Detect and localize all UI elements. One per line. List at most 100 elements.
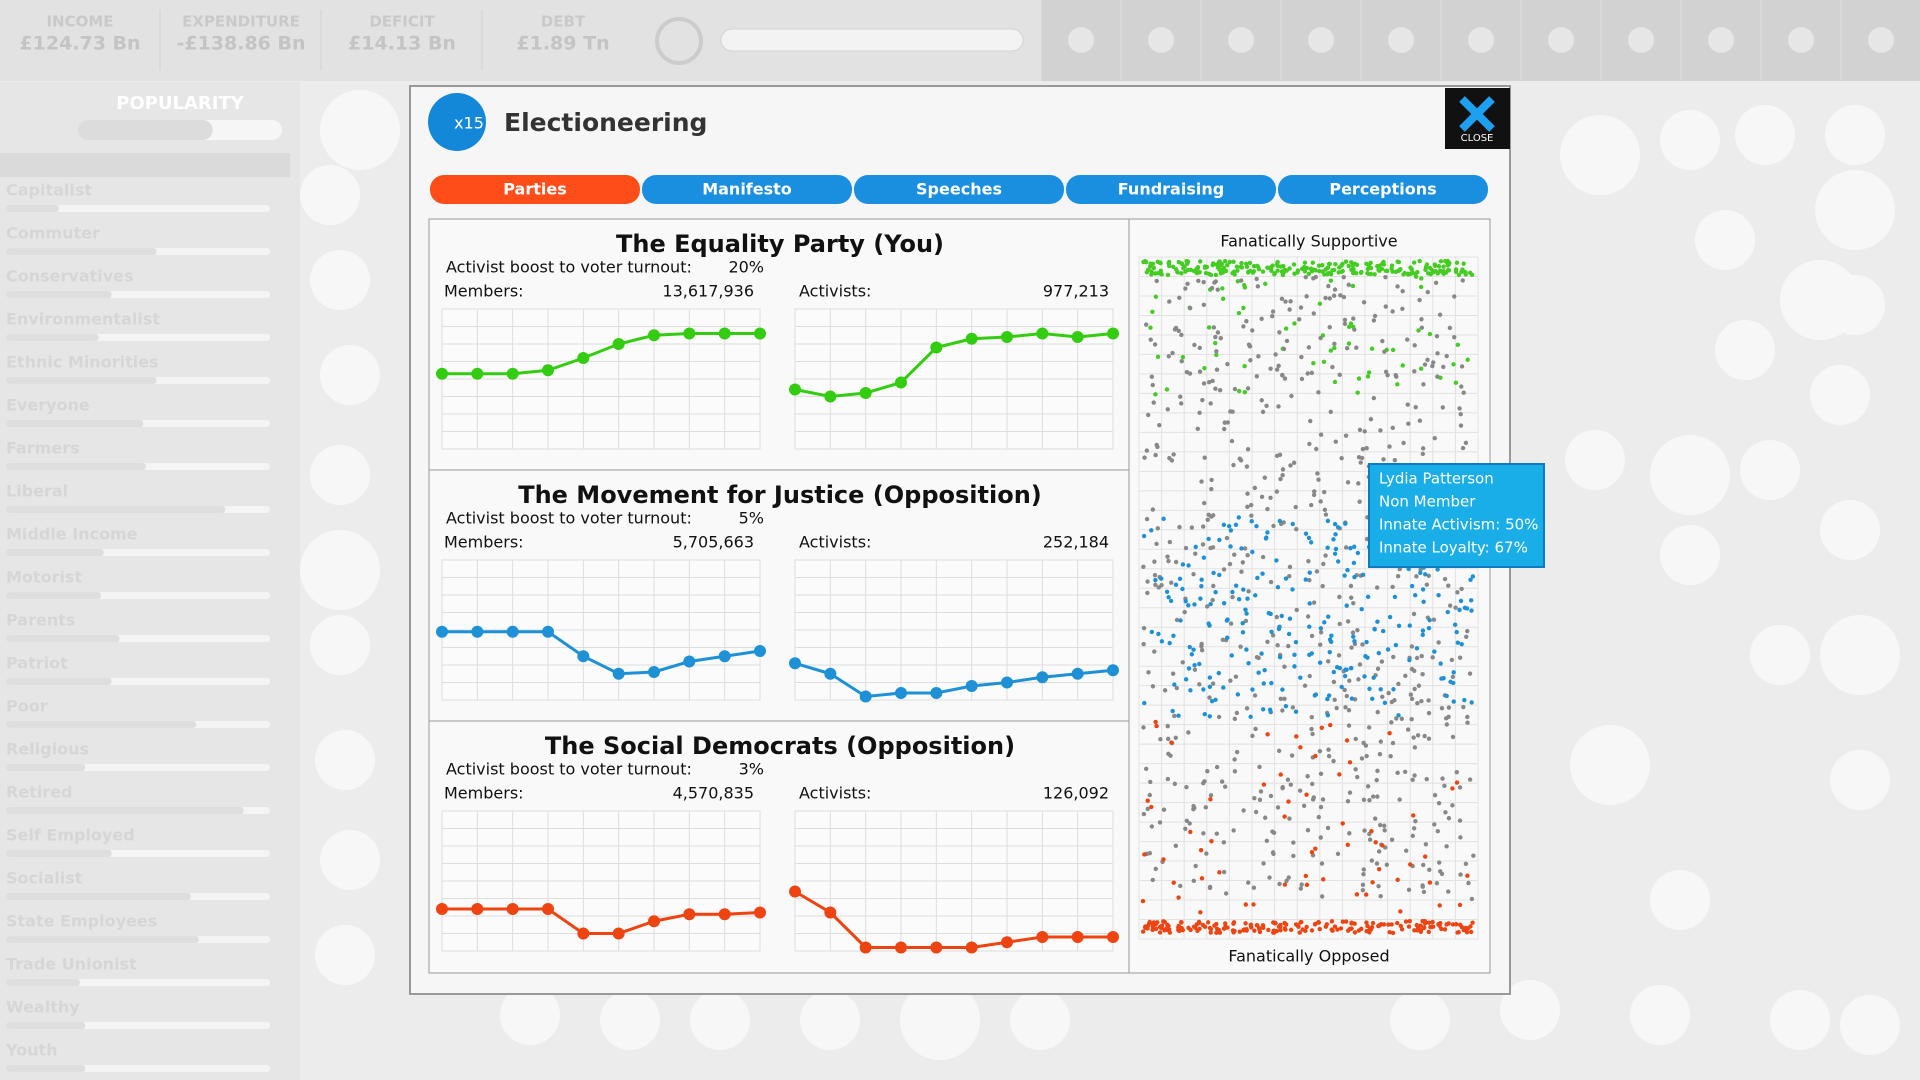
- background-icon[interactable]: [600, 990, 660, 1050]
- background-icon[interactable]: [320, 830, 380, 890]
- group-name[interactable]: Farmers: [6, 439, 80, 458]
- toolbar-icon[interactable]: [1868, 27, 1894, 53]
- background-icon[interactable]: [1650, 435, 1730, 515]
- voter-dot: [1346, 708, 1352, 713]
- background-icon[interactable]: [1780, 260, 1860, 340]
- voter-dot: [1206, 621, 1211, 626]
- voter-dot: [1395, 770, 1400, 776]
- toolbar-icon[interactable]: [1388, 27, 1414, 53]
- background-icon[interactable]: [1830, 750, 1890, 810]
- voter-dot: [1187, 305, 1193, 311]
- background-icon[interactable]: [1500, 980, 1560, 1040]
- group-name[interactable]: Poor: [6, 697, 48, 716]
- background-icon[interactable]: [1735, 105, 1795, 165]
- history-point: [895, 941, 907, 954]
- tab-label[interactable]: Parties: [503, 180, 567, 199]
- group-name[interactable]: Capitalist: [6, 181, 92, 200]
- group-name[interactable]: Self Employed: [6, 826, 135, 845]
- group-name[interactable]: Trade Unionist: [6, 955, 137, 974]
- background-icon[interactable]: [500, 985, 560, 1045]
- toolbar-icon[interactable]: [1788, 27, 1814, 53]
- toolbar-icon[interactable]: [1708, 27, 1734, 53]
- voter-dot: [1271, 523, 1276, 529]
- background-icon[interactable]: [1660, 525, 1720, 585]
- tab[interactable]: [430, 175, 640, 204]
- close-icon[interactable]: [1459, 96, 1495, 132]
- history-point: [859, 690, 872, 703]
- background-icon[interactable]: [1820, 615, 1900, 695]
- group-name[interactable]: Religious: [6, 740, 89, 759]
- history-point: [824, 667, 837, 680]
- close-label[interactable]: CLOSE: [1461, 133, 1494, 144]
- group-name[interactable]: Motorist: [6, 568, 82, 587]
- background-icon[interactable]: [1740, 440, 1800, 500]
- background-icon[interactable]: [1820, 500, 1880, 560]
- background-icon[interactable]: [1660, 110, 1720, 170]
- background-icon[interactable]: [1630, 985, 1690, 1045]
- background-icon[interactable]: [800, 990, 860, 1050]
- background-icon[interactable]: [300, 165, 360, 225]
- background-icon[interactable]: [1810, 365, 1870, 425]
- group-name[interactable]: Socialist: [6, 869, 83, 888]
- group-name[interactable]: Parents: [6, 611, 75, 630]
- voter-dot: [1260, 269, 1266, 274]
- voter-dot: [1288, 299, 1293, 304]
- tab[interactable]: [854, 175, 1064, 204]
- background-icon[interactable]: [320, 90, 400, 170]
- group-name[interactable]: Wealthy: [6, 998, 80, 1017]
- group-name[interactable]: Middle Income: [6, 525, 138, 544]
- toolbar-icon[interactable]: [1068, 27, 1094, 53]
- voter-dot: [1345, 842, 1350, 848]
- background-icon[interactable]: [1840, 995, 1900, 1055]
- background-icon[interactable]: [315, 925, 375, 985]
- background-icon[interactable]: [310, 250, 370, 310]
- tab-label[interactable]: Fundraising: [1118, 180, 1224, 199]
- voter-dot: [1149, 374, 1155, 379]
- toolbar-icon[interactable]: [1308, 27, 1334, 53]
- background-icon[interactable]: [900, 980, 980, 1060]
- background-icon[interactable]: [1565, 430, 1625, 490]
- group-name[interactable]: Liberal: [6, 482, 68, 501]
- voter-dot: [1454, 260, 1460, 265]
- tab[interactable]: [1278, 175, 1488, 204]
- background-icon[interactable]: [1570, 725, 1650, 805]
- tab-label[interactable]: Perceptions: [1329, 180, 1436, 199]
- background-icon[interactable]: [690, 990, 750, 1050]
- background-icon[interactable]: [1715, 320, 1775, 380]
- tab[interactable]: [642, 175, 852, 204]
- background-icon[interactable]: [310, 615, 370, 675]
- group-name[interactable]: Conservatives: [6, 267, 134, 286]
- toolbar-icon[interactable]: [1148, 27, 1174, 53]
- voter-dot: [1162, 928, 1167, 933]
- background-icon[interactable]: [1815, 170, 1895, 250]
- voter-dot: [1230, 594, 1235, 600]
- background-icon[interactable]: [320, 345, 380, 405]
- background-icon[interactable]: [1010, 990, 1070, 1050]
- background-icon[interactable]: [310, 445, 370, 505]
- tab-label[interactable]: Speeches: [916, 180, 1002, 199]
- group-name[interactable]: Youth: [5, 1041, 58, 1060]
- toolbar-icon[interactable]: [1548, 27, 1574, 53]
- group-name[interactable]: State Employees: [6, 912, 157, 931]
- group-name[interactable]: Patriot: [6, 654, 68, 673]
- background-icon[interactable]: [300, 530, 380, 610]
- tab-label[interactable]: Manifesto: [702, 180, 792, 199]
- background-icon[interactable]: [315, 730, 375, 790]
- background-icon[interactable]: [1825, 105, 1885, 165]
- group-name[interactable]: Ethnic Minorities: [6, 353, 159, 372]
- group-name[interactable]: Commuter: [6, 224, 100, 243]
- group-name[interactable]: Environmentalist: [6, 310, 160, 329]
- background-icon[interactable]: [1750, 625, 1810, 685]
- background-icon[interactable]: [1770, 990, 1830, 1050]
- background-icon[interactable]: [1390, 990, 1450, 1050]
- background-icon[interactable]: [1695, 210, 1755, 270]
- voter-dot: [1183, 826, 1188, 831]
- group-name[interactable]: Retired: [6, 783, 73, 802]
- background-icon[interactable]: [1650, 870, 1710, 930]
- toolbar-icon[interactable]: [1628, 27, 1654, 53]
- group-name[interactable]: Everyone: [6, 396, 90, 415]
- background-icon[interactable]: [1560, 115, 1640, 195]
- tab[interactable]: [1066, 175, 1276, 204]
- toolbar-icon[interactable]: [1468, 27, 1494, 53]
- toolbar-icon[interactable]: [1228, 27, 1254, 53]
